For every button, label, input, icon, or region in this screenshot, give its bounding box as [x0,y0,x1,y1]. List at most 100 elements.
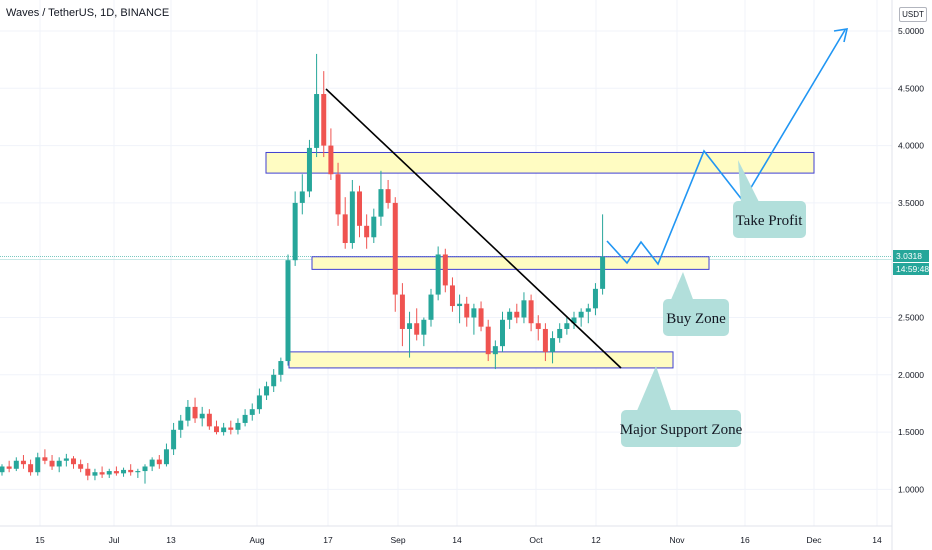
candle-body[interactable] [571,317,577,324]
candle-body[interactable] [92,472,98,476]
candle-body[interactable] [178,420,184,430]
candle-body[interactable] [600,256,606,289]
candle-body[interactable] [192,406,198,419]
candle-body[interactable] [235,422,241,430]
candle-body[interactable] [206,413,212,427]
candle-body[interactable] [106,471,112,475]
price-tick-label: 1.0000 [898,484,924,494]
candle-body[interactable] [592,288,598,309]
candle-body[interactable] [535,323,541,329]
candle-body[interactable] [542,328,548,352]
candle-body[interactable] [414,323,420,335]
candle-body[interactable] [378,189,384,217]
candle-body[interactable] [49,460,55,467]
candle-body[interactable] [564,323,570,329]
candle-body[interactable] [214,426,219,433]
candle-body[interactable] [399,294,405,329]
candle-body[interactable] [6,466,12,469]
candle-body[interactable] [442,254,448,286]
candle-body[interactable] [0,466,5,473]
major-support-callout-box[interactable] [621,410,741,447]
candle-body[interactable] [478,308,484,327]
candle-body[interactable] [485,326,491,355]
candle-body[interactable] [249,409,255,415]
candle-body[interactable] [457,303,463,307]
candle-body[interactable] [242,414,248,423]
candle-body[interactable] [521,300,527,318]
candle-body[interactable] [364,225,370,238]
candle-body[interactable] [299,191,305,203]
candle-body[interactable] [113,471,119,474]
candle-body[interactable] [471,308,477,318]
candle-body[interactable] [464,303,470,318]
candle-body[interactable] [42,457,48,461]
candle-body[interactable] [306,147,312,192]
candle-body[interactable] [321,94,327,146]
candle-body[interactable] [578,311,584,318]
candle-body[interactable] [407,323,413,329]
candle-body[interactable] [550,338,556,352]
candle-body[interactable] [492,346,498,355]
candle-body[interactable] [85,468,91,476]
candle-body[interactable] [428,294,434,320]
candle-body[interactable] [357,191,362,226]
candle-body[interactable] [256,395,262,410]
candle-body[interactable] [63,458,69,461]
candle-body[interactable] [392,202,398,295]
candle-body[interactable] [585,308,591,312]
candle-body[interactable] [185,406,191,421]
candle-body[interactable] [271,374,277,387]
candle-body[interactable] [385,189,391,203]
candle-body[interactable] [278,361,284,375]
candle-body[interactable] [56,460,62,467]
candle-body[interactable] [35,457,41,473]
candle-body[interactable] [228,427,234,430]
candle-body[interactable] [435,254,441,295]
candle-body[interactable] [328,145,334,175]
take-profit-callout-box[interactable] [733,201,806,238]
candle-body[interactable] [156,459,162,465]
candle-body[interactable] [71,458,76,465]
take-profit-zone[interactable] [265,151,815,174]
take-profit-callout-text: Take Profit [736,213,804,229]
candle-body[interactable] [99,472,105,475]
candle-body[interactable] [449,285,455,307]
candle-body[interactable] [421,319,427,335]
candle-body[interactable] [163,449,169,465]
buy-zone-callout-box[interactable] [663,299,729,336]
candle-body[interactable] [349,191,355,244]
candle-body[interactable] [264,386,270,396]
candle-body[interactable] [335,174,341,215]
candle-body[interactable] [221,427,227,433]
last-price-badge: 3.0318 [896,251,922,261]
candle-body[interactable] [285,260,291,362]
candle-body[interactable] [514,311,520,318]
time-tick-label: 13 [166,535,176,545]
candle-body[interactable] [78,464,84,469]
candle-body[interactable] [171,429,177,450]
candle-body[interactable] [149,459,155,467]
candle-body[interactable] [292,202,298,261]
candle-body[interactable] [142,466,148,472]
candle-body[interactable] [507,311,513,320]
candle-body[interactable] [371,216,377,238]
candle-body[interactable] [13,460,19,469]
candle-body[interactable] [528,300,534,324]
candle-body[interactable] [557,328,563,339]
time-tick-label: Oct [529,535,543,545]
candle-body[interactable] [121,469,127,474]
candle-body[interactable] [342,214,348,244]
candle-body[interactable] [199,413,205,419]
candle-body[interactable] [128,469,134,473]
major-support-zone[interactable] [288,351,674,369]
candle-body[interactable] [28,464,34,473]
candle-body[interactable] [135,471,141,473]
currency-label[interactable]: USDT [899,7,927,22]
descending-trendline[interactable] [325,88,622,369]
candle-body[interactable] [500,319,505,347]
candle-body[interactable] [314,94,320,148]
time-tick-label: Nov [669,535,685,545]
candle-body[interactable] [20,460,26,465]
